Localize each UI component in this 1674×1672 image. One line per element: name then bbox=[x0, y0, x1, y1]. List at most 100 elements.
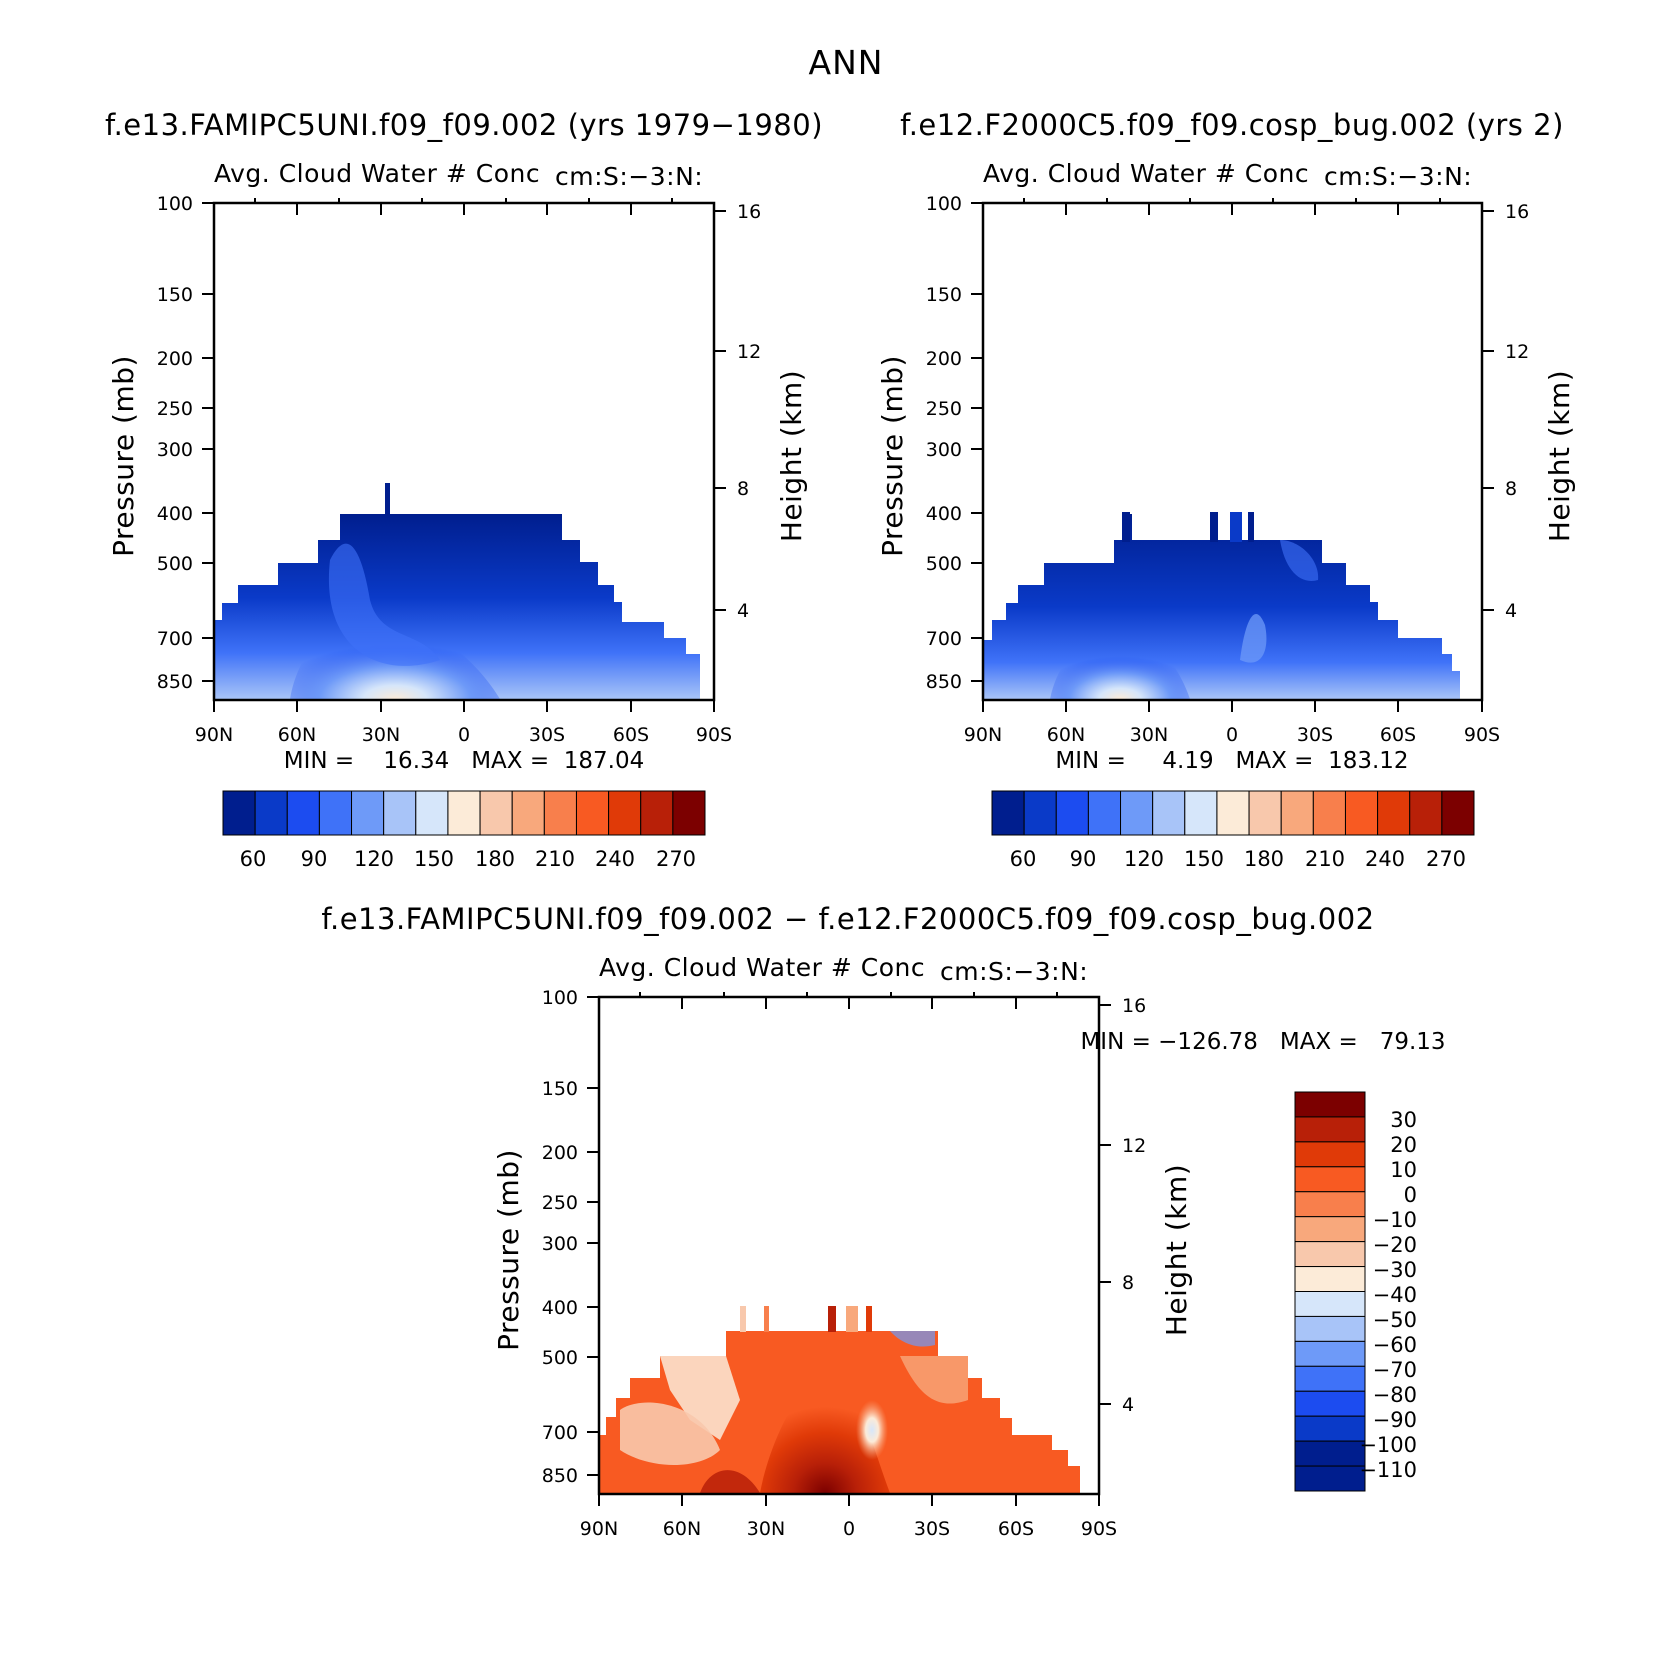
colorbar-swatch bbox=[1184, 790, 1218, 836]
panel-3-y-axis-label: Pressure (mb) bbox=[492, 1149, 525, 1351]
colorbar-swatch bbox=[1294, 1340, 1366, 1367]
colorbar-label: −70 bbox=[1373, 1358, 1417, 1382]
colorbar-label: 210 bbox=[1305, 847, 1345, 871]
y-tick-label: 150 bbox=[157, 284, 193, 306]
panel-2-field-spot bbox=[1050, 628, 1190, 699]
y-tick-label: 150 bbox=[926, 284, 962, 306]
y2-tick-label: 8 bbox=[1122, 1272, 1134, 1294]
y2-tick-label: 16 bbox=[737, 201, 761, 223]
panel-1-plot-title: Avg. Cloud Water # Conc bbox=[214, 159, 540, 188]
colorbar-swatch bbox=[1152, 790, 1186, 836]
y2-tick-label: 16 bbox=[1122, 995, 1146, 1017]
panel-3-field-light-spot bbox=[856, 1400, 888, 1460]
panel-1-plot-units: cm:S:−3:N: bbox=[555, 162, 703, 191]
colorbar-label: 90 bbox=[1070, 847, 1097, 871]
panel-3-x-tick-labels: 90N 60N 30N 0 30S 60S 90S bbox=[580, 1518, 1117, 1540]
y-tick-label: 500 bbox=[542, 1347, 578, 1369]
colorbar-swatch bbox=[1294, 1141, 1366, 1168]
panel-3-plot-title: Avg. Cloud Water # Conc bbox=[599, 953, 925, 982]
panel-3-y2-axis-label: Height (km) bbox=[1160, 1164, 1193, 1336]
x-tick-label: 90S bbox=[1081, 1518, 1117, 1540]
x-tick-label: 30S bbox=[1297, 724, 1333, 746]
panel-3-plot-units: cm:S:−3:N: bbox=[940, 957, 1088, 986]
panel-3-y-tick-labels: 100 150 200 250 300 400 500 700 850 bbox=[542, 987, 578, 1487]
panel-1-colorbar bbox=[222, 790, 706, 836]
figure-title: ANN bbox=[809, 43, 884, 82]
colorbar-swatch bbox=[1344, 790, 1379, 836]
y2-tick-label: 12 bbox=[1122, 1135, 1146, 1157]
panel-3-field-light-b bbox=[620, 1402, 720, 1465]
y-tick-label: 850 bbox=[157, 671, 193, 693]
y-tick-label: 200 bbox=[542, 1142, 578, 1164]
colorbar-swatch bbox=[1216, 790, 1250, 836]
x-tick-label: 0 bbox=[1226, 724, 1238, 746]
x-tick-label: 60N bbox=[663, 1518, 701, 1540]
y-tick-label: 500 bbox=[157, 553, 193, 575]
y-tick-label: 250 bbox=[157, 398, 193, 420]
colorbar-label: 270 bbox=[1426, 847, 1466, 871]
panel-3-field-dark-b bbox=[700, 1470, 760, 1493]
y2-tick-label: 4 bbox=[1122, 1394, 1134, 1416]
panel-2-field-light-b bbox=[1280, 540, 1319, 581]
y-tick-label: 100 bbox=[157, 193, 193, 215]
y-tick-label: 300 bbox=[542, 1233, 578, 1255]
colorbar-label: −80 bbox=[1373, 1383, 1417, 1407]
colorbar-label: 30 bbox=[1390, 1108, 1417, 1132]
y-tick-label: 200 bbox=[926, 348, 962, 370]
x-tick-label: 30S bbox=[914, 1518, 950, 1540]
panel-3-ticks bbox=[587, 992, 1111, 1506]
x-tick-label: 90N bbox=[195, 724, 233, 746]
panel-2-plot-title: Avg. Cloud Water # Conc bbox=[983, 159, 1309, 188]
panel-3-field-light-c bbox=[900, 1356, 968, 1404]
y2-tick-label: 12 bbox=[737, 341, 761, 363]
panel-3-colorbar-labels: 30 20 10 0 −10 −20 −30 −40 −50 −60 −70 −… bbox=[1359, 1108, 1417, 1482]
panel-3-case-title: f.e13.FAMIPC5UNI.f09_f09.002 − f.e12.F20… bbox=[321, 902, 1374, 936]
panel-2-field-area bbox=[983, 514, 1460, 699]
y2-tick-label: 8 bbox=[737, 478, 749, 500]
panel-1-ticks bbox=[202, 198, 726, 712]
colorbar-label: −110 bbox=[1359, 1458, 1417, 1482]
colorbar-label: 180 bbox=[475, 847, 515, 871]
y2-tick-label: 12 bbox=[1505, 341, 1529, 363]
panel-3-field-spike bbox=[866, 1306, 872, 1332]
colorbar-label: 60 bbox=[240, 847, 267, 871]
panel-2-field-spike bbox=[1230, 512, 1242, 542]
y-tick-label: 700 bbox=[926, 628, 962, 650]
panel-1-y2-axis-label: Height (km) bbox=[775, 370, 808, 542]
panel-1-field-spike bbox=[385, 483, 390, 515]
colorbar-swatch bbox=[1294, 1191, 1366, 1218]
colorbar-swatch bbox=[608, 790, 642, 836]
colorbar-swatch bbox=[286, 790, 320, 836]
colorbar-label: 180 bbox=[1244, 847, 1284, 871]
colorbar-swatch bbox=[1294, 1216, 1366, 1243]
y-tick-label: 200 bbox=[157, 348, 193, 370]
colorbar-swatch bbox=[447, 790, 481, 836]
panel-3: f.e13.FAMIPC5UNI.f09_f09.002 − f.e12.F20… bbox=[321, 902, 1445, 1540]
colorbar-swatch bbox=[1294, 1116, 1366, 1143]
panel-3-field-spike bbox=[828, 1306, 836, 1332]
panel-3-min-max: MIN = −126.78 MAX = 79.13 bbox=[1080, 1029, 1445, 1055]
colorbar-label: 120 bbox=[354, 847, 394, 871]
colorbar-label: −30 bbox=[1373, 1258, 1417, 1282]
panel-1-y-axis-label: Pressure (mb) bbox=[107, 355, 140, 557]
colorbar-swatch bbox=[1294, 1315, 1366, 1342]
colorbar-label: 10 bbox=[1390, 1158, 1417, 1182]
colorbar-swatch bbox=[1120, 790, 1154, 836]
y-tick-label: 250 bbox=[542, 1192, 578, 1214]
panel-3-field-spike bbox=[846, 1306, 858, 1332]
panel-2: f.e12.F2000C5.f09_f09.cosp_bug.002 (yrs … bbox=[876, 108, 1576, 871]
colorbar-label: 20 bbox=[1390, 1133, 1417, 1157]
colorbar-swatch bbox=[383, 790, 417, 836]
colorbar-label: −60 bbox=[1373, 1333, 1417, 1357]
colorbar-label: 270 bbox=[656, 847, 696, 871]
y-tick-label: 400 bbox=[157, 503, 193, 525]
colorbar-swatch bbox=[1312, 790, 1346, 836]
colorbar-swatch bbox=[1055, 790, 1089, 836]
colorbar-label: 120 bbox=[1124, 847, 1164, 871]
panel-2-plot-units: cm:S:−3:N: bbox=[1324, 162, 1472, 191]
colorbar-swatch bbox=[479, 790, 513, 836]
panel-2-colorbar bbox=[991, 790, 1475, 836]
colorbar-swatch bbox=[1409, 790, 1443, 836]
colorbar-swatch bbox=[511, 790, 545, 836]
colorbar-swatch bbox=[1294, 1166, 1366, 1193]
